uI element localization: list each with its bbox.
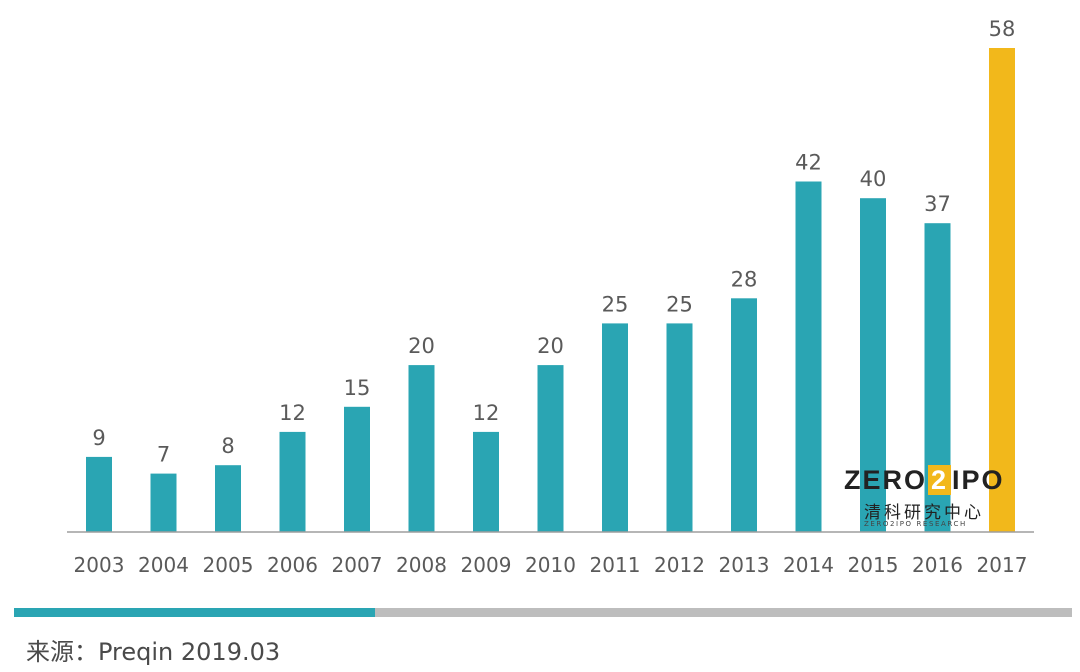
x-tick-label-2007: 2007 (332, 553, 383, 577)
x-tick-label-2006: 2006 (267, 553, 318, 577)
value-label-2014: 42 (795, 151, 822, 175)
value-label-2009: 12 (473, 401, 500, 425)
logo-subtitle: ZERO2IPO RESEARCH (864, 520, 967, 528)
value-label-2008: 20 (408, 334, 435, 358)
logo-word-ipo: IPO (952, 465, 1005, 495)
x-tick-label-2005: 2005 (203, 553, 254, 577)
bar-2006 (279, 431, 306, 532)
x-tick-label-2004: 2004 (138, 553, 189, 577)
zero2ipo-logo: ZERO 2 IPO 清科研究中心 ZERO2IPO RESEARCH (838, 462, 1018, 532)
bars-group (86, 48, 1015, 532)
value-label-2011: 25 (602, 292, 629, 316)
x-tick-label-2013: 2013 (719, 553, 770, 577)
x-tick-label-2016: 2016 (912, 553, 963, 577)
x-tick-label-2008: 2008 (396, 553, 447, 577)
source-note: 来源：Preqin 2019.03 (26, 638, 281, 666)
x-tick-label-2009: 2009 (461, 553, 512, 577)
x-tick-label-2017: 2017 (977, 553, 1028, 577)
value-label-2013: 28 (731, 267, 758, 291)
bar-2015 (860, 198, 886, 532)
x-tick-label-2015: 2015 (848, 553, 899, 577)
bar-2008 (408, 365, 435, 532)
bar-2003 (86, 456, 112, 532)
x-tick-label-2010: 2010 (525, 553, 576, 577)
x-tick-label-2014: 2014 (783, 553, 834, 577)
value-label-2017: 58 (989, 17, 1016, 41)
bar-2005 (215, 465, 241, 532)
value-label-2003: 9 (92, 426, 105, 450)
footer-divider-accent (14, 608, 375, 617)
logo-word-zero: ZERO (844, 465, 928, 495)
logo-word-two: 2 (928, 465, 952, 495)
bar-2011 (602, 323, 628, 532)
value-label-2010: 20 (537, 334, 564, 358)
x-tick-labels-group: 2003 2004 2005 2006 2007 2008 2009 2010 2011 2012… (74, 553, 1028, 577)
footer-divider (14, 608, 1072, 617)
value-label-2004: 7 (157, 443, 170, 467)
x-tick-label-2012: 2012 (654, 553, 705, 577)
bar-2013 (731, 298, 757, 532)
bar-2012 (666, 323, 693, 532)
bar-2009 (473, 431, 499, 532)
bar-2007 (344, 406, 370, 532)
x-tick-label-2003: 2003 (74, 553, 125, 577)
value-label-2007: 15 (344, 376, 371, 400)
value-label-2005: 8 (221, 434, 234, 458)
value-label-2012: 25 (666, 292, 693, 316)
value-label-2015: 40 (860, 167, 887, 191)
bar-2014 (795, 181, 822, 532)
bar-2004 (150, 473, 177, 532)
value-label-2006: 12 (279, 401, 306, 425)
logo-chinese-name: 清科研究中心 (864, 503, 984, 523)
logo-wordmark: ZERO 2 IPO (844, 464, 1005, 496)
value-label-2016: 37 (924, 192, 951, 216)
value-labels-group: 9 7 8 12 15 20 12 20 25 25 28 42 40 37 58 (92, 17, 1015, 467)
bar-2017 (989, 48, 1015, 532)
bar-2010 (537, 365, 564, 532)
x-tick-label-2011: 2011 (590, 553, 641, 577)
